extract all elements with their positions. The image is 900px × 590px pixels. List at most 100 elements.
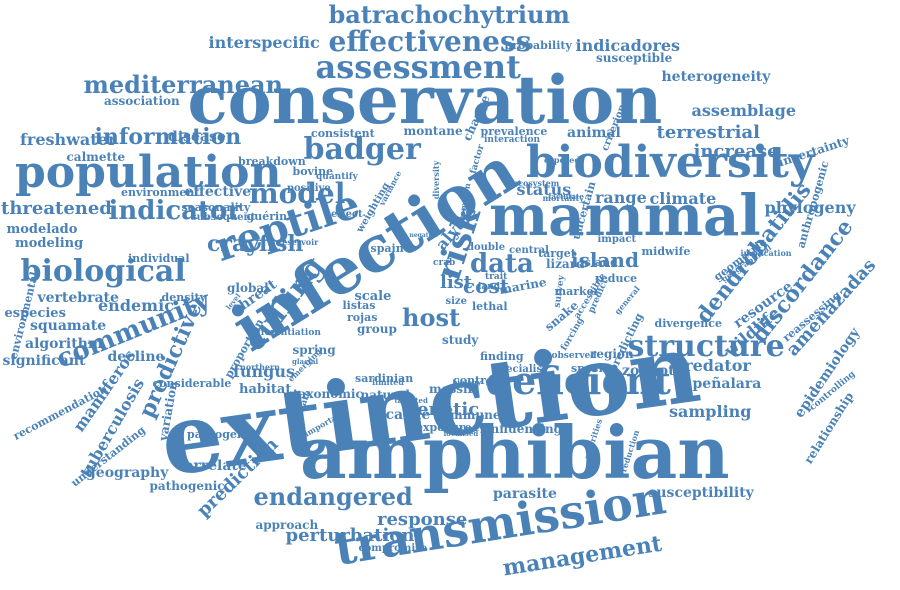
- cloud-word: sampling: [669, 402, 752, 421]
- cloud-word: trait: [485, 271, 508, 282]
- cloud-word: host: [402, 303, 461, 332]
- cloud-word: indicator: [108, 196, 242, 226]
- cloud-word: size: [445, 296, 467, 307]
- cloud-word: montane: [403, 124, 463, 138]
- cloud-word: deficient: [485, 358, 671, 403]
- cloud-word: divergence: [654, 316, 722, 330]
- cloud-word: interspecific: [208, 33, 320, 52]
- cloud-word: target: [538, 246, 576, 260]
- cloud-word: climate: [649, 189, 717, 208]
- cloud-word: mammal: [489, 183, 761, 249]
- cloud-word: land: [478, 281, 501, 292]
- cloud-word: effect: [331, 209, 363, 220]
- cloud-word: targeted: [394, 395, 428, 405]
- cloud-word: habitat: [239, 381, 292, 397]
- cloud-word: rojas: [347, 310, 378, 324]
- cloud-word: island: [580, 255, 618, 269]
- cloud-word: spring: [292, 343, 336, 357]
- cloud-word: assemblage: [691, 101, 797, 120]
- cloud-word: animal: [567, 125, 621, 141]
- cloud-word: vertebrate: [37, 290, 119, 306]
- cloud-word: specialist: [493, 364, 547, 375]
- cloud-word: facilitate: [548, 191, 584, 201]
- cloud-word: biodiversity: [526, 137, 815, 188]
- cloud-word: biological: [20, 254, 186, 289]
- cloud-word: observed: [551, 350, 597, 361]
- cloud-word: group: [357, 322, 397, 336]
- cloud-word: fungus: [233, 362, 295, 381]
- cloud-word: global: [227, 281, 269, 295]
- cloud-word: compromise: [358, 543, 428, 554]
- cloud-word: breakdown: [238, 154, 306, 168]
- cloud-word: seasonality: [181, 200, 251, 214]
- cloud-word: cost: [463, 274, 510, 298]
- cloud-word: study: [442, 333, 479, 347]
- cloud-word: approach: [255, 518, 319, 532]
- cloud-word: reservoir: [278, 237, 319, 247]
- cloud-word: disease: [168, 129, 226, 145]
- cloud-word: island: [571, 248, 639, 272]
- cloud-word: indicadores: [575, 36, 681, 55]
- cloud-word: especies: [4, 305, 66, 321]
- cloud-word: glacial: [292, 356, 319, 366]
- cloud-word: badger: [303, 132, 421, 167]
- cloud-word: subsequent: [191, 212, 256, 223]
- cloud-word: terrestrial: [656, 122, 760, 143]
- cloud-word: assessment: [315, 48, 521, 86]
- cloud-word: double: [467, 242, 506, 253]
- cloud-word: individual: [128, 251, 190, 265]
- cloud-word: taxonomic: [293, 387, 363, 401]
- cloud-word: considerable: [152, 376, 232, 390]
- cloud-word: guérin: [246, 209, 288, 223]
- cloud-word: significant: [2, 353, 86, 369]
- cloud-word: diversity: [431, 160, 442, 200]
- cloud-word: lethal: [472, 299, 508, 313]
- cloud-word: exposed: [544, 155, 580, 165]
- cloud-word: conservation: [187, 61, 663, 139]
- cloud-word: endangered: [253, 482, 413, 511]
- cloud-word: algorithm: [25, 336, 103, 352]
- cloud-word: model: [249, 177, 346, 210]
- cloud-word: spain: [370, 241, 404, 255]
- cloud-word: amphibian: [300, 410, 730, 495]
- cloud-word: midwife: [641, 244, 691, 258]
- cloud-word: association: [104, 94, 180, 108]
- cloud-word: modelado: [6, 221, 78, 237]
- cloud-word: finding: [480, 349, 524, 363]
- cloud-word: list: [440, 272, 473, 293]
- cloud-word: impact: [597, 234, 637, 245]
- cloud-word: squamate: [30, 318, 107, 334]
- cloud-word: zoonotic: [622, 363, 689, 379]
- cloud-word: decline: [107, 349, 165, 365]
- cloud-word: natural: [360, 388, 410, 402]
- cloud-word: exposure: [416, 420, 472, 434]
- cloud-word: information: [94, 124, 242, 150]
- cloud-word: probability: [504, 38, 572, 52]
- cloud-word: peñalara: [692, 376, 762, 392]
- cloud-word: immune: [445, 408, 501, 422]
- cloud-word: parasite: [493, 486, 557, 502]
- cloud-word: endemic: [98, 296, 174, 315]
- cloud-word: central: [509, 245, 549, 256]
- cloud-word: quantify: [316, 171, 358, 182]
- cloud-word: limited: [372, 377, 404, 387]
- cloud-word: deficiency: [444, 423, 484, 433]
- cloud-word: general: [612, 283, 642, 317]
- cloud-word: region: [590, 347, 634, 361]
- cloud-word: massif: [429, 382, 473, 396]
- cloud-word: modeling: [15, 235, 84, 251]
- cloud-word: scale: [354, 288, 392, 304]
- cloud-word: bovine: [292, 164, 334, 178]
- cloud-word: environment: [121, 185, 200, 199]
- cloud-word: prevalence: [480, 124, 548, 138]
- cloud-word: crab: [433, 257, 456, 268]
- cloud-word: interaction: [484, 134, 541, 145]
- cloud-word: implication: [740, 248, 792, 258]
- cloud-word: correlate: [175, 458, 247, 474]
- cloud-word: calmette: [66, 150, 126, 164]
- cloud-word: predator: [673, 356, 751, 375]
- cloud-word: population: [15, 147, 282, 198]
- cloud-word: negative: [409, 232, 439, 239]
- cloud-word: density: [161, 290, 207, 304]
- cloud-word: mediterranean: [83, 70, 283, 99]
